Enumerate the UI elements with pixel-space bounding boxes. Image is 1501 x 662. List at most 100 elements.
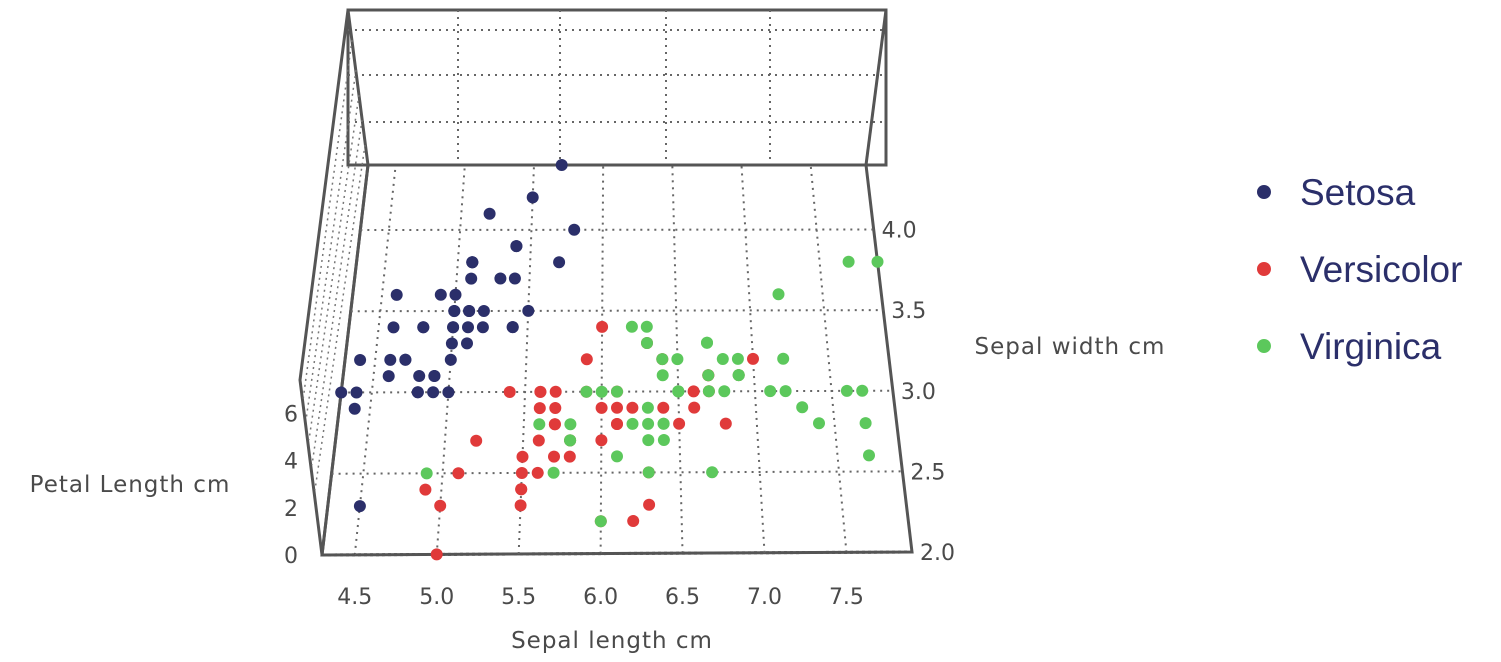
versicolor-point (673, 417, 686, 430)
virginica-point (564, 434, 577, 447)
virginica-point (580, 385, 593, 398)
versicolor-point (548, 450, 560, 463)
versicolor-point (580, 353, 593, 366)
virginica-point (641, 337, 653, 349)
virginica-point (871, 255, 884, 268)
setosa-point (483, 207, 496, 220)
x-tick-label: 4.5 (337, 585, 372, 610)
versicolor-point (611, 418, 623, 430)
setosa-point (522, 304, 535, 317)
side-wall-grid (302, 39, 366, 491)
versicolor-point (595, 401, 608, 414)
setosa-point (568, 223, 581, 236)
versicolor-point (531, 466, 544, 479)
versicolor-point (747, 352, 759, 365)
setosa-point (444, 353, 457, 366)
legend-marker (1257, 339, 1271, 353)
setosa-point (428, 370, 441, 382)
virginica-point (611, 385, 623, 398)
x-tick-label: 5.0 (419, 585, 454, 610)
virginica-point (657, 417, 670, 430)
setosa-point (494, 272, 507, 285)
virginica-point (777, 352, 790, 365)
virginica-point (657, 434, 670, 446)
versicolor-point (549, 385, 562, 398)
legend-marker (1257, 262, 1271, 276)
virginica-point (595, 385, 608, 398)
z-tick-label: 0 (284, 544, 298, 569)
x-axis-label: Sepal length cm (511, 628, 713, 654)
x-tick-label: 5.5 (501, 585, 536, 610)
versicolor-point (549, 402, 562, 414)
virginica-point (640, 320, 653, 333)
virginica-point (564, 418, 577, 431)
versicolor-point (611, 401, 623, 414)
z-tick-label: 6 (284, 403, 298, 428)
versicolor-point (532, 434, 545, 447)
y-tick-label: 3.5 (891, 299, 926, 324)
virginica-point (625, 320, 638, 333)
setosa-point (399, 353, 412, 366)
setosa-point (506, 321, 519, 334)
x-tick-label: 6.0 (583, 585, 618, 610)
series-virginica (420, 255, 884, 528)
virginica-point (706, 466, 719, 479)
x-tick-label: 7.0 (747, 585, 782, 610)
floor-front-edge (321, 550, 913, 557)
virginica-point (731, 352, 744, 365)
z-tick-label: 4 (284, 450, 298, 475)
legend: Setosa Versicolor Virginica (1257, 172, 1462, 367)
legend-label: Versicolor (1300, 249, 1462, 290)
setosa-point (434, 288, 447, 301)
setosa-point (382, 370, 395, 383)
floor-grid (331, 164, 903, 555)
versicolor-point (514, 499, 527, 512)
versicolor-point (516, 450, 529, 463)
setosa-point (461, 337, 473, 350)
x-tick-label: 6.5 (665, 585, 700, 610)
setosa-point (476, 321, 489, 334)
versicolor-point (626, 401, 639, 414)
setosa-point (508, 272, 521, 285)
versicolor-point (434, 499, 447, 512)
setosa-point (463, 305, 476, 317)
setosa-point (384, 353, 397, 366)
virginica-point (840, 384, 853, 397)
versicolor-point (452, 467, 465, 480)
versicolor-point (503, 386, 516, 398)
virginica-point (642, 466, 655, 479)
versicolor-point (719, 417, 732, 430)
y-tick-labels: 2.0 2.5 3.0 3.5 4.0 (882, 219, 955, 567)
setosa-point (390, 288, 403, 301)
setosa-point (510, 240, 523, 253)
y-tick-label: 2.0 (920, 541, 955, 566)
legend-label: Setosa (1300, 172, 1416, 213)
versicolor-point (643, 498, 656, 511)
setosa-point (448, 305, 461, 317)
virginica-point (779, 385, 792, 398)
setosa-point (462, 321, 474, 334)
legend-label: Virginica (1300, 326, 1442, 367)
virginica-point (702, 385, 715, 398)
setosa-point (477, 305, 490, 317)
versicolor-point (657, 401, 670, 414)
virginica-point (594, 515, 607, 528)
setosa-point (427, 386, 440, 399)
setosa-point (445, 337, 458, 350)
versicolor-point (627, 515, 640, 527)
setosa-point (465, 272, 478, 285)
versicolor-point (515, 467, 528, 479)
versicolor-point (533, 402, 546, 415)
setosa-point (417, 321, 430, 334)
z-tick-labels: 0 2 4 6 (284, 403, 298, 569)
series-setosa (335, 159, 581, 513)
virginica-point (656, 353, 669, 366)
legend-marker (1257, 185, 1271, 199)
y-tick-label: 2.5 (910, 460, 945, 485)
z-axis-label: Petal Length cm (30, 472, 231, 498)
versicolor-point (548, 418, 561, 431)
versicolor-point (687, 385, 700, 398)
back-wall-frame (346, 8, 888, 167)
virginica-point (796, 401, 809, 414)
virginica-point (842, 255, 855, 268)
